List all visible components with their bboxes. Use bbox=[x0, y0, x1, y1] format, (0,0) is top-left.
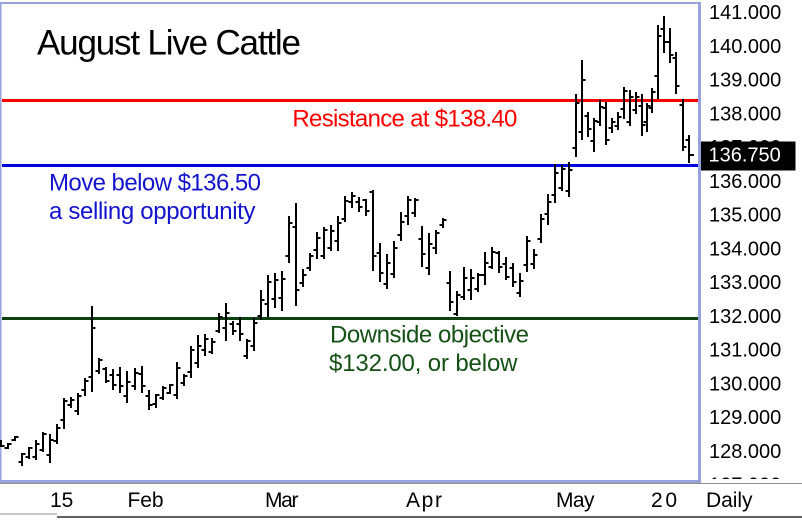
svg-text:140.000: 140.000 bbox=[709, 36, 781, 58]
svg-text:135.000: 135.000 bbox=[709, 205, 781, 227]
svg-text:Apr: Apr bbox=[406, 489, 442, 512]
svg-text:Daily: Daily bbox=[706, 489, 753, 512]
svg-text:136.000: 136.000 bbox=[709, 171, 781, 193]
svg-text:139.000: 139.000 bbox=[709, 70, 781, 92]
svg-text:Move below $136.50: Move below $136.50 bbox=[49, 170, 261, 197]
svg-text:138.000: 138.000 bbox=[709, 103, 781, 125]
svg-text:130.000: 130.000 bbox=[709, 374, 781, 396]
svg-text:132.000: 132.000 bbox=[709, 306, 781, 328]
svg-text:Downside objective: Downside objective bbox=[330, 322, 529, 349]
svg-text:136.750: 136.750 bbox=[709, 145, 781, 167]
svg-text:133.000: 133.000 bbox=[709, 272, 781, 294]
svg-text:15: 15 bbox=[50, 489, 73, 512]
svg-text:August Live Cattle: August Live Cattle bbox=[37, 23, 301, 62]
svg-text:131.000: 131.000 bbox=[709, 340, 781, 362]
svg-text:Feb: Feb bbox=[128, 489, 164, 512]
svg-text:$132.00, or below: $132.00, or below bbox=[329, 350, 518, 377]
svg-text:141.000: 141.000 bbox=[709, 2, 781, 24]
svg-text:Mar: Mar bbox=[265, 489, 299, 512]
svg-text:May: May bbox=[556, 489, 595, 512]
svg-text:129.000: 129.000 bbox=[709, 407, 781, 429]
svg-text:128.000: 128.000 bbox=[709, 441, 781, 463]
svg-text:a selling opportunity: a selling opportunity bbox=[49, 198, 256, 225]
svg-text:Resistance at $138.40: Resistance at $138.40 bbox=[292, 105, 517, 132]
svg-text:134.000: 134.000 bbox=[709, 238, 781, 260]
